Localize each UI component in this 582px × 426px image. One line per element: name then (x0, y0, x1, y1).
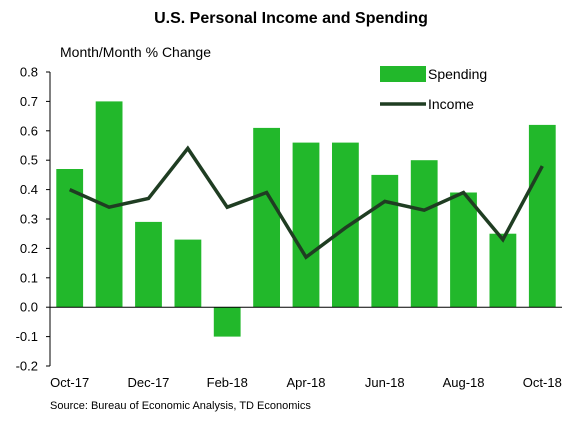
x-tick-label: Aug-18 (443, 375, 485, 390)
x-tick-label: Feb-18 (207, 375, 248, 390)
y-tick-label: 0.7 (20, 94, 38, 109)
bar-spending-5 (253, 127, 280, 308)
axis-layer: 0.8 0.7 0.6 0.5 0.4 0.3 0.2 0.1 0.0 -0.1 -0.2 Oct-1… (16, 65, 562, 390)
x-tick-label: Apr-18 (286, 375, 325, 390)
bar-spending-10 (450, 192, 477, 308)
y-tick-label: 0.6 (20, 123, 38, 138)
bar-spending-7 (332, 142, 359, 308)
chart-title: U.S. Personal Income and Spending (154, 10, 428, 27)
y-tick-label: 0.3 (20, 212, 38, 227)
bar-spending-6 (292, 142, 320, 308)
bar-spending-4 (213, 307, 241, 337)
bar-spending-3 (174, 239, 202, 308)
x-tick-label: Oct-18 (523, 375, 562, 390)
source-note: Source: Bureau of Economic Analysis, TD … (50, 400, 311, 412)
bar-spending-2 (135, 221, 162, 308)
y-tick-label: 0.8 (20, 65, 38, 80)
line-layer (68, 145, 544, 260)
x-tick-label: Dec-17 (128, 375, 170, 390)
y-tick-label: 0.0 (20, 300, 38, 315)
bars-layer (56, 101, 556, 337)
x-tick-label: Jun-18 (365, 375, 405, 390)
legend-label-income: Income (428, 96, 474, 112)
legend-label-spending: Spending (428, 66, 487, 82)
y-tick-label: 0.1 (20, 270, 38, 285)
y-tick-label: 0.4 (20, 182, 38, 197)
legend-swatch-spending (380, 66, 426, 82)
bar-spending-8 (371, 174, 399, 308)
y-axis-label: Month/Month % Change (60, 44, 211, 60)
y-tick-label: 0.5 (20, 153, 38, 168)
x-tick-label: Oct-17 (50, 375, 89, 390)
bar-spending-9 (410, 160, 438, 308)
y-tick-label: -0.2 (16, 359, 38, 374)
line-income (68, 145, 544, 260)
bar-spending-12 (528, 124, 556, 308)
y-tick-label: -0.1 (16, 329, 38, 344)
bar-spending-11 (489, 233, 517, 308)
legend: Spending Income (380, 66, 487, 112)
y-tick-label: 0.2 (20, 241, 38, 256)
